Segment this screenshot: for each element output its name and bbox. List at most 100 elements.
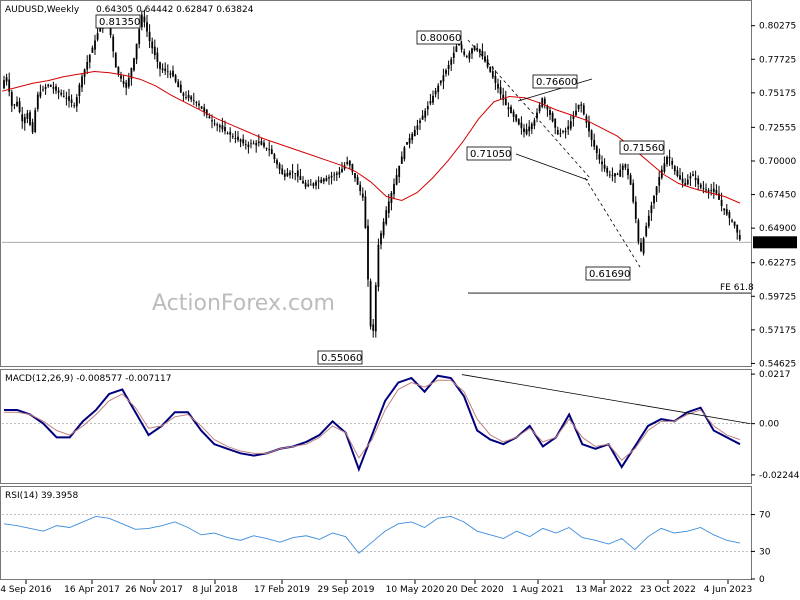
rsi-y-tick-label: 70 (759, 511, 771, 521)
candle-body (699, 184, 702, 188)
fe-level-label: FE 61.8 (720, 283, 754, 293)
candle-body (265, 147, 268, 149)
candle-body (309, 184, 312, 186)
candle-body (328, 177, 330, 179)
candle-body (60, 92, 63, 95)
candle-body (44, 86, 47, 89)
candle-body (520, 122, 523, 129)
candle-body (130, 68, 133, 79)
x-tick-label: 29 Sep 2019 (317, 585, 374, 595)
candle-body (660, 169, 663, 178)
candle-body (234, 138, 237, 140)
candle-body (421, 115, 424, 120)
candle-body (567, 126, 570, 130)
annotation-label: 0.76600 (536, 77, 577, 88)
candle-body (260, 141, 263, 145)
candle-body (471, 48, 473, 54)
candle-body (94, 40, 96, 50)
candle-body (640, 242, 642, 251)
candle-body (400, 156, 403, 164)
candle-body (575, 110, 577, 116)
candle-body (55, 86, 57, 91)
candle-body (294, 173, 297, 174)
macd-y-tick-label: 0.0217 (759, 370, 791, 380)
candle-body (538, 104, 541, 112)
candle-body (88, 54, 91, 63)
candle-body (442, 75, 445, 82)
candle-body (148, 31, 151, 42)
candle-body (645, 226, 648, 236)
candle-body (525, 129, 528, 135)
y-tick-label: 0.67450 (759, 191, 796, 201)
candle-body (299, 176, 302, 180)
candle-body (65, 97, 68, 99)
candle-body (283, 173, 286, 177)
candle-body (694, 177, 697, 181)
candle-body (174, 75, 177, 82)
candle-body (621, 165, 624, 171)
macd-title: MACD(12,26,9) -0.008577 -0.007117 (5, 374, 171, 384)
candle-body (312, 183, 315, 187)
candle-body (382, 221, 385, 236)
candle-body (551, 112, 554, 122)
candle-body (29, 112, 31, 125)
candle-body (231, 135, 234, 137)
candle-body (367, 225, 369, 280)
candle-body (616, 173, 619, 175)
candle-body (413, 129, 416, 137)
candle-body (692, 174, 694, 176)
x-tick-label: 1 Aug 2021 (512, 585, 564, 595)
candle-body (325, 177, 328, 181)
candle-body (315, 181, 317, 186)
candle-body (86, 62, 89, 70)
candle-body (257, 141, 260, 144)
candle-body (268, 149, 271, 150)
macd-line (4, 374, 741, 473)
candle-body (127, 77, 130, 87)
candle-body (473, 45, 476, 51)
y-tick-label: 0.77725 (759, 55, 796, 65)
candle-body (517, 119, 520, 125)
candle-body (320, 179, 323, 183)
candle-body (361, 193, 364, 198)
rsi-y-tick-label: 0 (759, 575, 765, 585)
candle-body (450, 59, 453, 65)
candle-body (47, 84, 50, 87)
candle-body (10, 92, 13, 106)
annotation-box (95, 14, 141, 29)
candle-body (112, 36, 115, 52)
candle-body (569, 121, 572, 129)
candle-body (697, 178, 700, 185)
candle-body (486, 59, 489, 67)
candle-body (286, 172, 289, 177)
candle-body (250, 143, 252, 145)
candle-body (541, 98, 544, 107)
candle-body (668, 156, 671, 159)
x-tick-label: 13 Mar 2022 (575, 585, 632, 595)
candle-body (702, 187, 705, 189)
candle-body (317, 180, 320, 182)
trend-line-dashed-1 (467, 39, 591, 179)
candle-body (653, 195, 655, 204)
candle-body (673, 166, 676, 172)
candle-body (182, 93, 185, 96)
candle-body (31, 122, 34, 133)
x-tick-label: 26 Nov 2017 (125, 585, 183, 595)
x-tick-label: 4 Jun 2023 (704, 585, 752, 595)
candle-body (255, 142, 258, 146)
candle-body (135, 43, 138, 60)
candle-body (75, 97, 78, 107)
candle-body (556, 130, 559, 135)
candle-body (213, 123, 216, 125)
candle-body (159, 62, 161, 69)
price-ohlc: 0.64305 0.64442 0.62847 0.63824 (96, 5, 254, 15)
candle-body (330, 175, 333, 178)
candle-body (437, 85, 440, 92)
candle-body (273, 154, 276, 160)
candle-body (733, 221, 736, 226)
candle-body (114, 53, 117, 68)
candle-body (572, 116, 575, 119)
candle-body (403, 147, 406, 160)
candle-body (3, 80, 5, 89)
